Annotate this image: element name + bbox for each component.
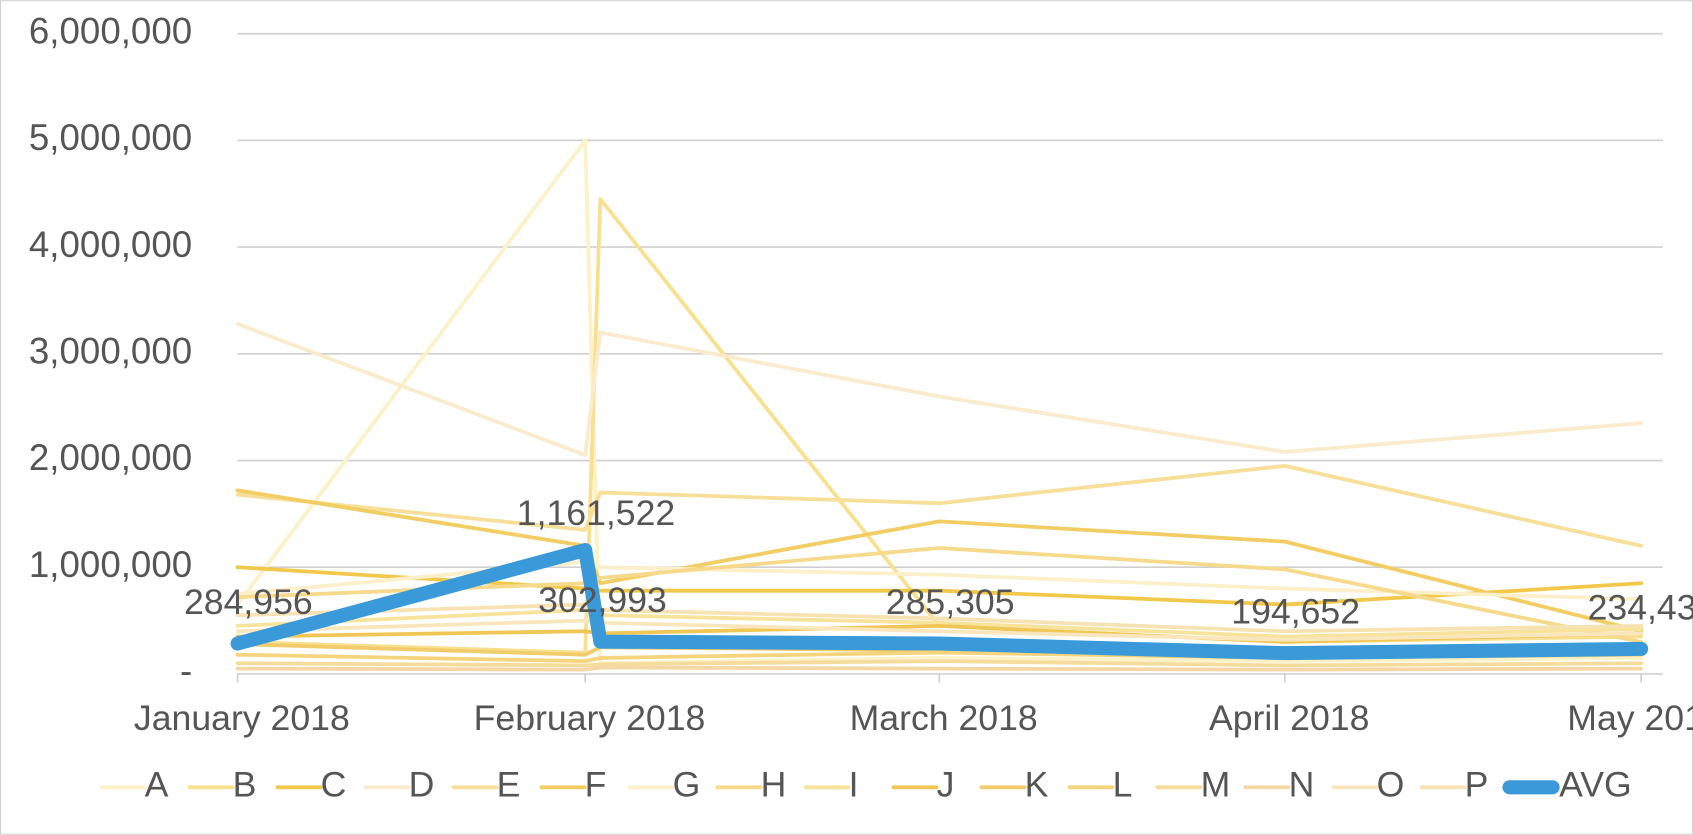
y-tick-label: 4,000,000 (29, 224, 192, 265)
x-tick-label: April 2018 (1209, 698, 1369, 738)
x-tick-label: January 2018 (134, 698, 350, 738)
legend-label: P (1465, 765, 1489, 805)
legend-label: N (1289, 765, 1315, 805)
series-line (235, 463, 1644, 548)
series-line (235, 488, 1644, 634)
x-tick-label: March 2018 (850, 698, 1038, 738)
series-line (235, 138, 1644, 666)
legend-label: AVG (1559, 765, 1632, 805)
series-line (235, 322, 1644, 458)
avg-line (230, 542, 1649, 661)
legend-label: J (937, 765, 955, 805)
data-label: 234,433 (1588, 587, 1693, 627)
legend-label: M (1201, 765, 1231, 805)
y-tick-label: 1,000,000 (29, 544, 192, 585)
series-line (235, 608, 1644, 639)
legend-label: C (321, 765, 347, 805)
legend-label: O (1377, 765, 1405, 805)
data-label: 1,161,522 (517, 493, 675, 533)
y-tick-label: 6,000,000 (29, 10, 192, 51)
legend-label: H (761, 765, 787, 805)
legend-label: F (585, 765, 607, 805)
legend-label: G (673, 765, 701, 805)
legend-label: L (1113, 765, 1133, 805)
y-tick-label: 5,000,000 (29, 117, 192, 158)
series-line (235, 665, 1644, 672)
legend-label: D (409, 765, 435, 805)
data-label: 285,305 (886, 582, 1015, 622)
y-tick-label: - (180, 651, 192, 692)
series-line (235, 546, 1644, 644)
data-label: 194,652 (1231, 592, 1360, 632)
series-line (235, 618, 1644, 642)
legend-label: I (849, 765, 859, 805)
y-tick-label: 2,000,000 (29, 437, 192, 478)
data-label: 284,956 (184, 582, 313, 622)
data-label: 302,993 (538, 580, 667, 620)
series-line (235, 602, 1644, 634)
x-tick-label: February 2018 (474, 698, 706, 738)
series-line (235, 659, 1644, 668)
legend-label: B (233, 765, 257, 805)
y-tick-label: 3,000,000 (29, 330, 192, 371)
legend-label: A (145, 765, 169, 805)
x-tick-label: May 2018 (1567, 698, 1693, 738)
legend-label: E (497, 765, 521, 805)
legend-label: K (1025, 765, 1049, 805)
